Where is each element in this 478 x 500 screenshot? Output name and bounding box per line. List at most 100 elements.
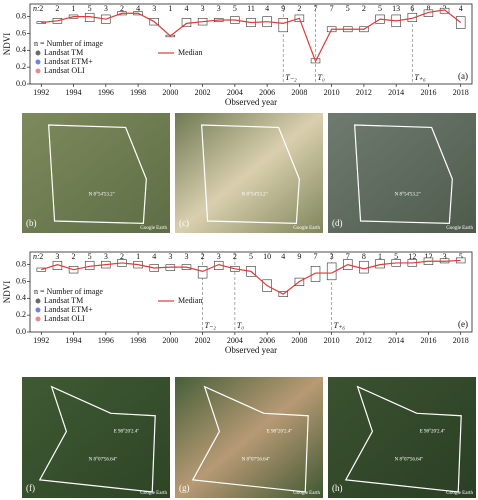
panel-label: (g) xyxy=(179,483,190,493)
n-count: 4 xyxy=(152,252,156,261)
n-count: 2 xyxy=(201,252,205,261)
event-label: T₋₂ xyxy=(285,73,297,82)
satellite-image xyxy=(328,377,476,498)
n-count: 13 xyxy=(392,4,400,13)
x-tick-label: 2004 xyxy=(227,336,243,345)
x-tick-label: 2018 xyxy=(453,336,469,345)
event-label: T₋₂ xyxy=(205,321,217,330)
legend-title: n = Number of image xyxy=(34,39,103,48)
x-tick-label: 1994 xyxy=(66,336,82,345)
x-tick-label: 2000 xyxy=(162,336,178,345)
y-tick-label: 0.6 xyxy=(16,276,26,285)
legend-marker xyxy=(35,316,41,322)
n-count: 9 xyxy=(281,4,285,13)
y-tick-label: 0.2 xyxy=(16,62,26,71)
y-tick-label: 0.0 xyxy=(16,327,26,336)
y-tick-label: 0.4 xyxy=(16,45,26,54)
n-count: 4 xyxy=(459,4,463,13)
legend-label: Landsat TM xyxy=(44,48,83,57)
n-count: 1 xyxy=(168,4,172,13)
x-tick-label: 2010 xyxy=(324,88,340,97)
x-axis-title: Observed year xyxy=(225,97,277,107)
n-count: 4 xyxy=(184,4,188,13)
legend-label: Median xyxy=(178,296,202,305)
n-count: 1 xyxy=(72,4,76,13)
coordinate: E 98°20'2.4" xyxy=(420,430,446,435)
x-tick-label: 2006 xyxy=(259,88,275,97)
field-boundary xyxy=(201,124,300,225)
box xyxy=(407,12,418,22)
event-label: T₊₆ xyxy=(414,73,426,82)
x-tick-label: 2010 xyxy=(324,336,340,345)
n-count: 2 xyxy=(297,4,301,13)
credit: Google Earth xyxy=(293,491,320,496)
legend-label: Landsat TM xyxy=(44,296,83,305)
n-count: 2 xyxy=(362,4,366,13)
x-tick-label: 1998 xyxy=(130,336,146,345)
n-count: 8 xyxy=(362,252,366,261)
n-count: 2 xyxy=(39,4,43,13)
plot-frame xyxy=(29,3,473,85)
n-count: 3 xyxy=(217,252,221,261)
n-count: 5 xyxy=(233,4,237,13)
x-tick-label: 2018 xyxy=(453,88,469,97)
n-count: 3 xyxy=(330,252,334,261)
y-tick-label: 0.4 xyxy=(16,293,26,302)
credit: Google Earth xyxy=(140,226,167,231)
n-count: 8 xyxy=(426,4,430,13)
panel-label: (d) xyxy=(332,218,343,228)
n-count: 9 xyxy=(297,252,301,261)
y-tick-label: 0.6 xyxy=(16,28,26,37)
x-tick-label: 2012 xyxy=(356,336,372,345)
x-tick-label: 2016 xyxy=(420,88,436,97)
field-boundary xyxy=(191,385,309,493)
n-count: 3 xyxy=(104,252,108,261)
n-count: 12 xyxy=(408,252,416,261)
n-count: 4 xyxy=(265,4,269,13)
panel-label: (b) xyxy=(26,218,37,228)
x-tick-label: 2008 xyxy=(291,88,307,97)
n-label: n: xyxy=(33,4,40,13)
coordinate: N 8°07'56.64" xyxy=(395,457,424,462)
x-tick-label: 1996 xyxy=(98,336,114,345)
n-count: 3 xyxy=(217,4,221,13)
n-count: 11 xyxy=(247,4,255,13)
plot-frame xyxy=(29,251,473,333)
n-count: 2 xyxy=(120,252,124,261)
field-boundary xyxy=(48,124,147,225)
panel-label: (f) xyxy=(26,483,35,493)
n-count: 7 xyxy=(314,252,318,261)
legend-label: Landsat OLI xyxy=(44,314,85,323)
n-count: 5 xyxy=(378,4,382,13)
box xyxy=(310,266,321,282)
box xyxy=(423,9,434,17)
coordinate: N 8°54'53.2" xyxy=(89,193,115,198)
n-count: 2 xyxy=(120,4,124,13)
x-tick-label: 2006 xyxy=(259,336,275,345)
n-count: 3 xyxy=(152,4,156,13)
legend-label: Landsat ETM+ xyxy=(44,57,93,66)
x-tick-label: 1998 xyxy=(130,88,146,97)
field-boundary xyxy=(354,124,453,225)
n-count: 7 xyxy=(330,4,334,13)
n-count: 7 xyxy=(346,252,350,261)
x-tick-label: 1996 xyxy=(98,88,114,97)
n-count: 2 xyxy=(39,252,43,261)
y-tick-label: 0.2 xyxy=(16,310,26,319)
y-axis-title: NDVI xyxy=(2,33,12,56)
legend-marker xyxy=(35,298,41,304)
satellite-image xyxy=(328,113,476,233)
n-count: 7 xyxy=(314,4,318,13)
legend-marker xyxy=(35,50,41,56)
n-count: 2 xyxy=(233,252,237,261)
x-tick-label: 1992 xyxy=(33,88,49,97)
satellite-image xyxy=(22,377,170,498)
n-count: 5 xyxy=(394,252,398,261)
satellite-image xyxy=(175,377,323,498)
satellite-image xyxy=(22,113,170,233)
coordinate: N 8°54'53.2" xyxy=(242,193,268,198)
event-label: T₀ xyxy=(237,321,244,330)
panel-label: (h) xyxy=(332,483,343,493)
panel-label: (a) xyxy=(458,71,468,81)
